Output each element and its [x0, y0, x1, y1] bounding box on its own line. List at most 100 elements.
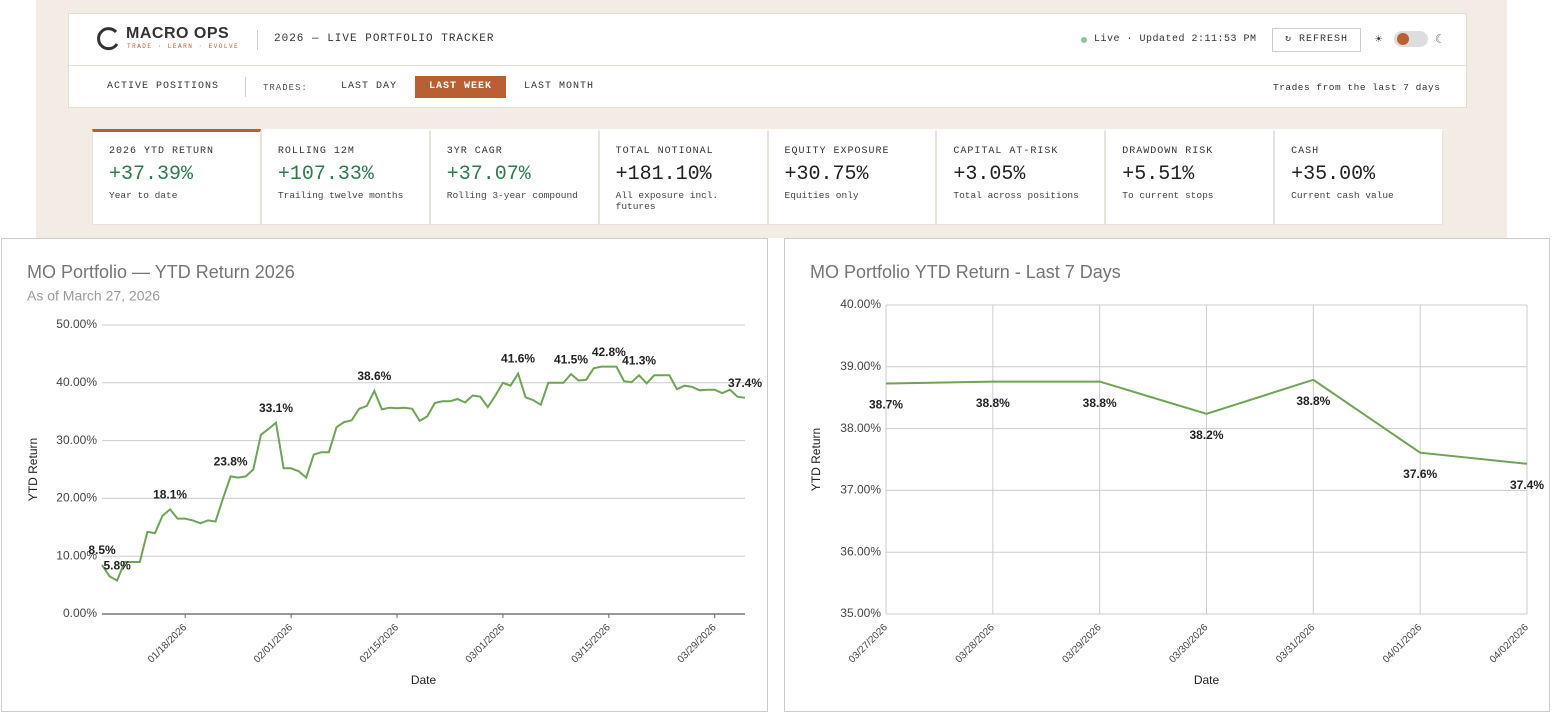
chart-title: MO Portfolio YTD Return - Last 7 Days [810, 262, 1121, 282]
trade-tab[interactable]: LAST WEEK [415, 76, 507, 98]
trade-tab[interactable]: LAST DAY [341, 81, 398, 92]
y-tick-label: 35.00% [840, 606, 881, 620]
stat-card: CAPITAL AT-RISK +3.05% Total across positi… [936, 129, 1106, 225]
stat-card: ROLLING 12M +107.33% Trailing twelve month… [260, 129, 430, 225]
chart: MO Portfolio YTD Return - Last 7 Days 35.… [784, 238, 1550, 712]
stat-label: CAPITAL AT-RISK [953, 146, 1059, 157]
x-tick-label: 03/28/2026 [954, 622, 997, 665]
y-axis-label: YTD Return [26, 438, 40, 501]
stats-row: 2026 YTD RETURN +37.39% Year to date ROLLIN… [92, 129, 1443, 225]
x-tick-label: 03/27/2026 [847, 622, 890, 665]
chart-title: MO Portfolio — YTD Return 2026 [27, 262, 295, 282]
trades-note: Trades from the last 7 days [1273, 82, 1441, 93]
data-label: 33.1% [259, 401, 293, 415]
stat-value: +37.39% [109, 163, 194, 186]
header: MACRO OPS TRADE · LEARN · EVOLVE 2026 — … [68, 13, 1467, 108]
chart-subtitle: As of March 27, 2026 [27, 288, 160, 304]
stat-note: Equities only [784, 190, 859, 201]
x-axis-label: Date [1194, 673, 1220, 687]
divider [69, 65, 1466, 66]
x-tick-label: 04/01/2026 [1381, 622, 1424, 665]
toggle-knob [1397, 33, 1409, 45]
data-label: 38.7% [869, 398, 903, 412]
y-tick-label: 37.00% [840, 483, 881, 497]
y-tick-label: 0.00% [63, 606, 97, 620]
tracker-title: 2026 — LIVE PORTFOLIO TRACKER [274, 33, 495, 45]
data-label: 41.5% [554, 352, 588, 366]
data-label: 8.5% [88, 543, 116, 557]
data-label: 5.8% [103, 559, 131, 573]
y-tick-label: 20.00% [56, 491, 97, 505]
stat-value: +181.10% [615, 163, 712, 186]
x-tick-label: 04/02/2026 [1488, 622, 1531, 665]
stat-value: +30.75% [784, 163, 869, 186]
stat-card: EQUITY EXPOSURE +30.75% Equities only [767, 129, 937, 225]
x-axis-label: Date [411, 673, 437, 687]
live-dot [1081, 37, 1087, 43]
data-label: 41.6% [501, 352, 535, 366]
data-label: 38.8% [1296, 394, 1330, 408]
stat-card: 2026 YTD RETURN +37.39% Year to date [92, 129, 261, 225]
y-tick-label: 10.00% [56, 548, 97, 562]
logo-mark [97, 27, 119, 51]
trade-tabs: LAST DAY LAST WEEK LAST MONTH [327, 76, 612, 98]
stat-note: All exposure incl. futures [615, 190, 719, 212]
y-tick-label: 50.00% [56, 317, 97, 331]
stat-value: +5.51% [1122, 163, 1195, 186]
stat-note: Trailing twelve months [277, 190, 404, 201]
data-label: 37.4% [1510, 478, 1544, 492]
x-tick-label: 03/29/2026 [1060, 622, 1103, 665]
stat-label: DRAWDOWN RISK [1122, 146, 1214, 157]
divider [257, 30, 258, 50]
theme-toggle[interactable] [1394, 31, 1428, 47]
stat-card: 3YR CAGR +37.07% Rolling 3-year compound [429, 129, 599, 225]
stat-value: +35.00% [1291, 163, 1376, 186]
stat-label: 3YR CAGR [446, 146, 503, 157]
stat-value: +107.33% [277, 163, 374, 186]
trades-label: TRADES: [263, 83, 308, 93]
x-tick-label: 03/15/2026 [570, 622, 613, 665]
y-tick-label: 40.00% [56, 375, 97, 389]
x-tick-label: 02/01/2026 [252, 622, 295, 665]
active-positions-tab[interactable]: ACTIVE POSITIONS [107, 81, 220, 92]
stat-note: Rolling 3-year compound [446, 190, 578, 201]
stat-label: TOTAL NOTIONAL [615, 146, 714, 157]
trade-tab[interactable]: LAST MONTH [524, 81, 595, 92]
y-tick-label: 39.00% [840, 359, 881, 373]
x-tick-label: 03/30/2026 [1167, 622, 1210, 665]
stat-note: To current stops [1122, 190, 1214, 201]
brand: MACRO OPS [126, 25, 230, 42]
refresh-button[interactable]: ↻ REFRESH [1272, 28, 1362, 52]
stat-card: TOTAL NOTIONAL +181.10% All exposure incl.… [598, 129, 768, 225]
data-label: 23.8% [214, 455, 248, 469]
chart: MO Portfolio — YTD Return 2026 As of Marc… [1, 238, 768, 712]
y-axis-label: YTD Return [809, 428, 823, 491]
data-label: 37.4% [728, 376, 762, 390]
stat-value: +3.05% [953, 163, 1026, 186]
stat-card: DRAWDOWN RISK +5.51% To current stops [1105, 129, 1275, 225]
stat-card: CASH +35.00% Current cash value [1274, 129, 1443, 225]
stat-label: 2026 YTD RETURN [109, 146, 215, 157]
moon-icon: ☾ [1435, 33, 1444, 47]
x-tick-label: 01/18/2026 [146, 622, 189, 665]
stat-note: Current cash value [1291, 190, 1394, 201]
sun-icon: ☀ [1375, 33, 1384, 47]
stat-value: +37.07% [446, 163, 531, 186]
data-label: 42.8% [592, 345, 626, 359]
y-tick-label: 30.00% [56, 433, 97, 447]
data-label: 38.8% [1083, 396, 1117, 410]
x-tick-label: 02/15/2026 [358, 622, 401, 665]
y-tick-label: 40.00% [840, 297, 881, 311]
divider [245, 77, 246, 97]
stat-note: Year to date [109, 190, 178, 201]
x-tick-label: 03/29/2026 [676, 622, 719, 665]
data-label: 38.6% [357, 369, 391, 383]
data-line [101, 365, 746, 582]
data-label: 37.6% [1403, 467, 1437, 481]
stat-note: Total across positions [953, 190, 1079, 201]
data-label: 38.8% [976, 396, 1010, 410]
status: Live · Updated 2:11:53 PM [1094, 34, 1257, 45]
x-tick-label: 03/01/2026 [464, 622, 507, 665]
stat-label: ROLLING 12M [277, 146, 355, 157]
